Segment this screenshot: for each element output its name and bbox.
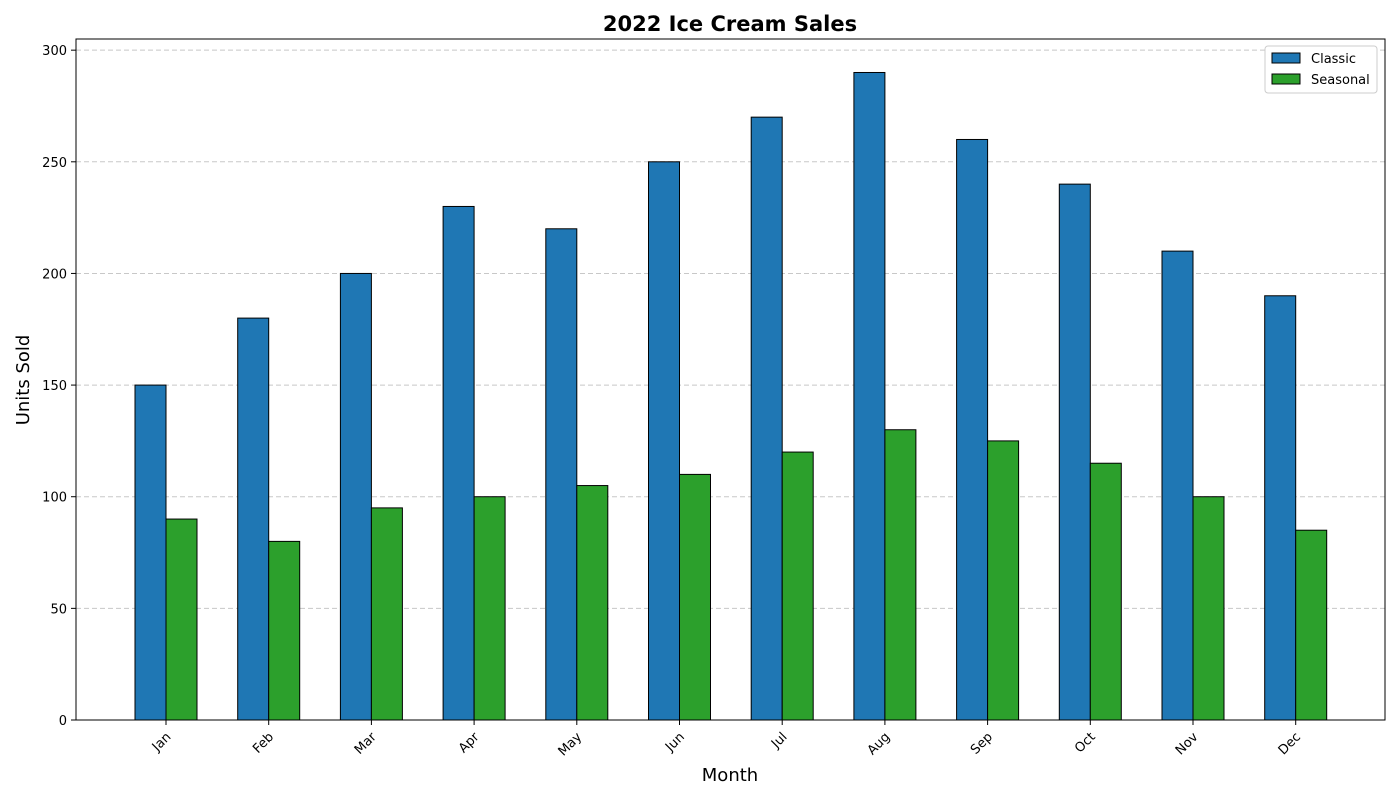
bar-classic-apr <box>442 205 475 721</box>
y-axis: 0 50 100 150 200 250 300 <box>42 44 76 729</box>
x-tick-label: Aug <box>865 730 894 759</box>
bar-seasonal-aug <box>884 429 917 721</box>
x-tick-label: Nov <box>1173 730 1202 759</box>
bar-classic-mar <box>339 272 372 721</box>
y-tick-label: 100 <box>42 491 67 506</box>
bar-seasonal-dec <box>1295 529 1328 721</box>
x-axis: Jan Feb Mar Apr May Jun Jul Aug Sep Oct Nov Dec <box>149 720 1304 759</box>
bar-classic-may <box>545 228 578 721</box>
bar-classic-jun <box>648 161 680 721</box>
bar-classic-jan <box>134 384 167 721</box>
bar-seasonal-jun <box>679 473 711 721</box>
bar-classic-nov <box>1161 250 1194 721</box>
chart-title: 2022 Ice Cream Sales <box>603 12 857 36</box>
legend-swatch-seasonal <box>1271 73 1301 85</box>
bar-seasonal-mar <box>370 507 403 721</box>
bars <box>134 71 1328 721</box>
x-tick-label: May <box>556 730 586 760</box>
y-axis-label: Units Sold <box>13 335 34 426</box>
y-tick-label: 150 <box>42 379 67 394</box>
x-tick-label: Oct <box>1072 730 1099 757</box>
y-tick-label: 0 <box>59 714 67 729</box>
bar-seasonal-jul <box>781 451 814 721</box>
plot-frame <box>75 38 1386 721</box>
x-tick-label: Mar <box>352 729 380 757</box>
legend-swatch-classic <box>1271 52 1301 64</box>
y-tick-label: 300 <box>42 44 67 59</box>
bar-seasonal-oct <box>1089 462 1122 721</box>
x-tick-label: Jun <box>662 730 688 756</box>
bar-seasonal-nov <box>1192 496 1225 721</box>
legend-label-seasonal: Seasonal <box>1311 73 1370 88</box>
x-axis-label: Month <box>702 765 758 786</box>
bar-seasonal-feb <box>268 540 301 721</box>
bar-seasonal-jan <box>165 518 198 721</box>
bar-classic-oct <box>1058 183 1091 721</box>
y-tick-label: 200 <box>42 267 67 282</box>
x-tick-label: Apr <box>456 729 483 756</box>
bar-classic-dec <box>1264 295 1297 721</box>
legend: Classic Seasonal <box>1264 45 1378 94</box>
x-tick-label: Jul <box>768 730 790 752</box>
y-tick-label: 250 <box>42 156 67 171</box>
x-tick-label: Jan <box>149 730 174 755</box>
bar-classic-feb <box>237 317 270 721</box>
bar-seasonal-sep <box>987 440 1020 721</box>
bar-seasonal-apr <box>473 496 506 721</box>
bar-classic-sep <box>956 138 989 721</box>
x-tick-label: Sep <box>968 730 996 758</box>
y-tick-label: 50 <box>50 602 67 617</box>
x-tick-label: Dec <box>1276 730 1304 758</box>
x-tick-label: Feb <box>250 730 277 757</box>
bar-classic-aug <box>853 71 886 721</box>
bar-seasonal-may <box>576 485 609 721</box>
bar-classic-jul <box>750 116 783 721</box>
legend-label-classic: Classic <box>1311 52 1356 67</box>
